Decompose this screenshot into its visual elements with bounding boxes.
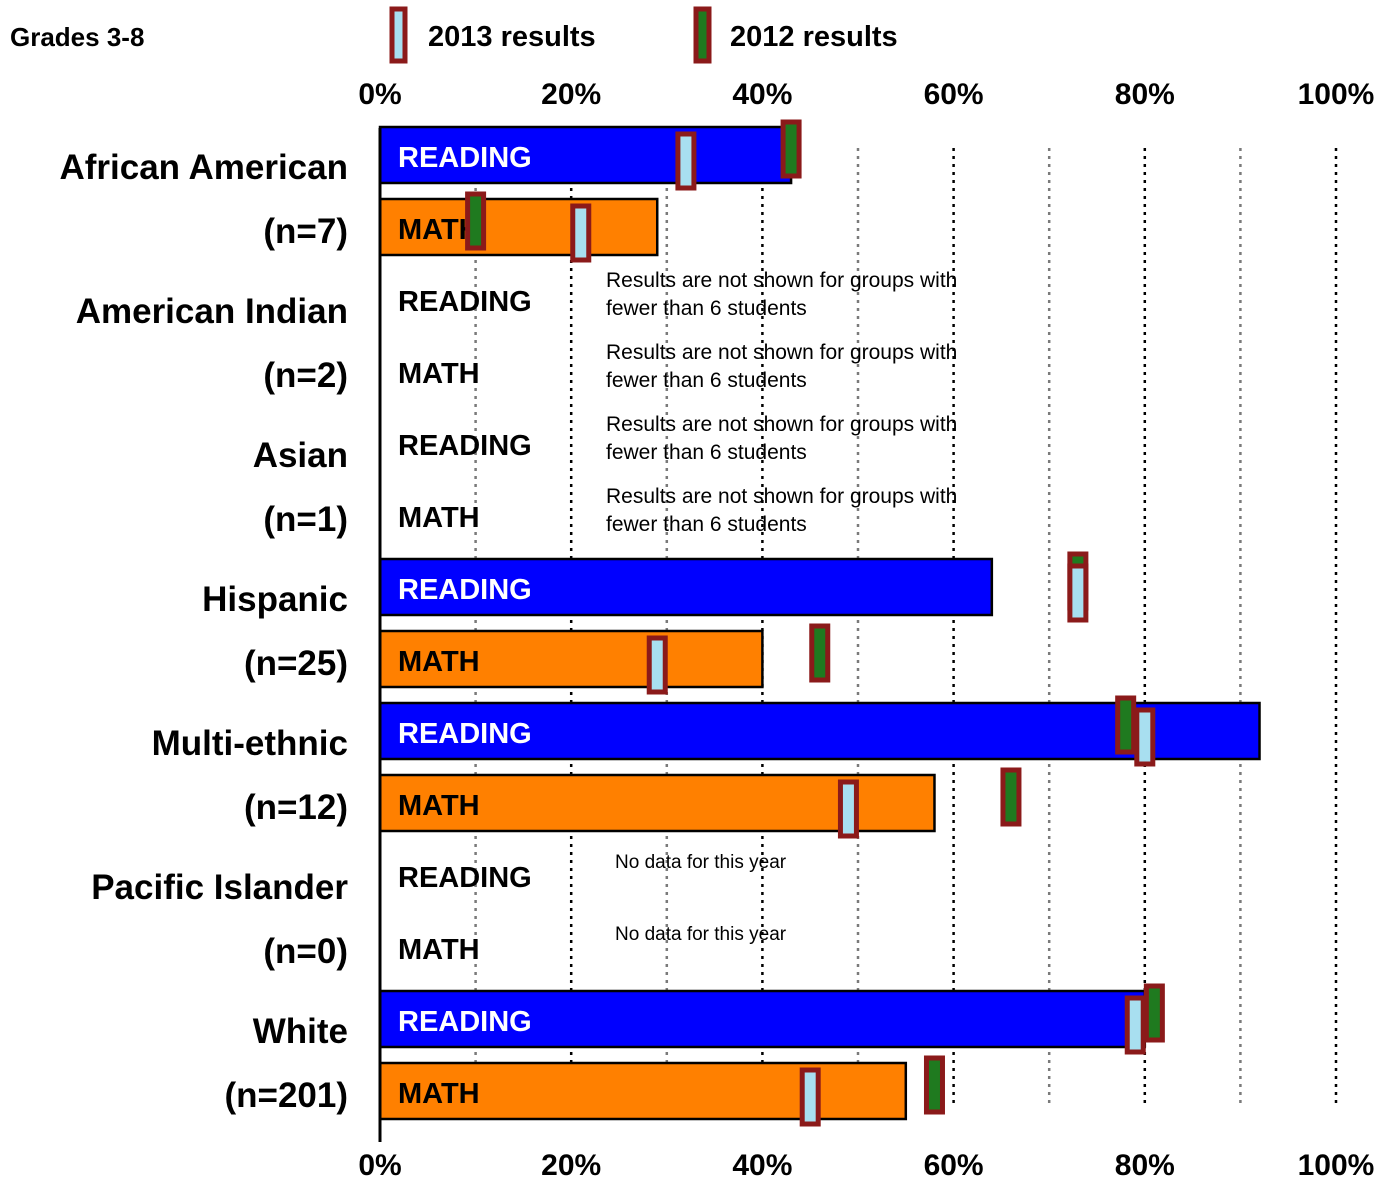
x-tick-label-top: 40% <box>732 78 792 111</box>
group-n-label: (n=7) <box>263 212 348 251</box>
math-bar <box>378 629 764 689</box>
group-n-label: (n=0) <box>263 932 348 971</box>
marker-2013 <box>1134 707 1156 767</box>
legend-label-2013: 2013 results <box>428 21 596 53</box>
x-tick-label-top: 80% <box>1115 78 1175 111</box>
group-name: White <box>253 1012 348 1051</box>
bar-label: READING <box>398 1006 532 1038</box>
x-tick-label-bottom: 20% <box>541 1149 601 1180</box>
bar-label: MATH <box>398 790 480 822</box>
marker-2012 <box>1115 695 1137 755</box>
marker-2013 <box>570 203 592 263</box>
bar-label: READING <box>398 718 532 750</box>
legend-label-2012: 2012 results <box>730 21 898 53</box>
marker-2012 <box>1000 767 1022 827</box>
marker-2012 <box>923 1055 945 1115</box>
bar-label: READING <box>398 574 532 606</box>
group-name: Asian <box>253 436 348 475</box>
group-name: Hispanic <box>202 580 348 619</box>
bar-label: MATH <box>398 934 480 966</box>
marker-2013 <box>1067 563 1089 623</box>
x-tick-label-bottom: 0% <box>358 1149 401 1180</box>
bar-label: MATH <box>398 358 480 390</box>
legend-swatch-2013 <box>389 6 408 64</box>
bar-label: MATH <box>398 646 480 678</box>
no-results-note: Results are not shown for groups with few… <box>606 269 957 320</box>
bar-label: READING <box>398 430 532 462</box>
group-n-label: (n=2) <box>263 356 348 395</box>
bar-label: READING <box>398 286 532 318</box>
marker-2013 <box>675 131 697 191</box>
x-tick-label-bottom: 100% <box>1298 1149 1375 1180</box>
marker-2013 <box>799 1067 821 1127</box>
no-data-note: No data for this year <box>615 852 787 873</box>
group-n-label: (n=201) <box>224 1076 348 1115</box>
x-tick-label-top: 60% <box>924 78 984 111</box>
no-results-note: Results are not shown for groups with few… <box>606 341 957 392</box>
no-results-note: Results are not shown for groups with few… <box>606 485 957 536</box>
group-n-label: (n=12) <box>244 788 348 827</box>
marker-2013 <box>1124 995 1146 1055</box>
marker-2013 <box>646 635 668 695</box>
marker-2013 <box>837 779 859 839</box>
bar-label: MATH <box>398 1078 480 1110</box>
bar-label: MATH <box>398 502 480 534</box>
x-tick-label-top: 0% <box>358 78 401 111</box>
group-name: American Indian <box>76 292 348 331</box>
group-n-label: (n=25) <box>244 644 348 683</box>
marker-2012 <box>1143 983 1165 1043</box>
group-name: Multi-ethnic <box>152 724 348 763</box>
x-tick-label-bottom: 80% <box>1115 1149 1175 1180</box>
bar-label: READING <box>398 862 532 894</box>
group-n-label: (n=1) <box>263 500 348 539</box>
x-tick-label-top: 100% <box>1298 78 1375 111</box>
marker-2012 <box>780 119 802 179</box>
x-tick-label-bottom: 60% <box>924 1149 984 1180</box>
x-tick-label-bottom: 40% <box>732 1149 792 1180</box>
marker-2012 <box>809 623 831 683</box>
chart-subtitle: Grades 3-8 <box>10 22 144 52</box>
x-tick-label-top: 20% <box>541 78 601 111</box>
group-name: Pacific Islander <box>91 868 348 907</box>
marker-2012 <box>465 191 487 251</box>
group-name: African American <box>59 148 348 187</box>
bar-label: READING <box>398 142 532 174</box>
legend-swatch-2012 <box>693 6 712 64</box>
no-data-note: No data for this year <box>615 924 787 945</box>
no-results-note: Results are not shown for groups with few… <box>606 413 957 464</box>
